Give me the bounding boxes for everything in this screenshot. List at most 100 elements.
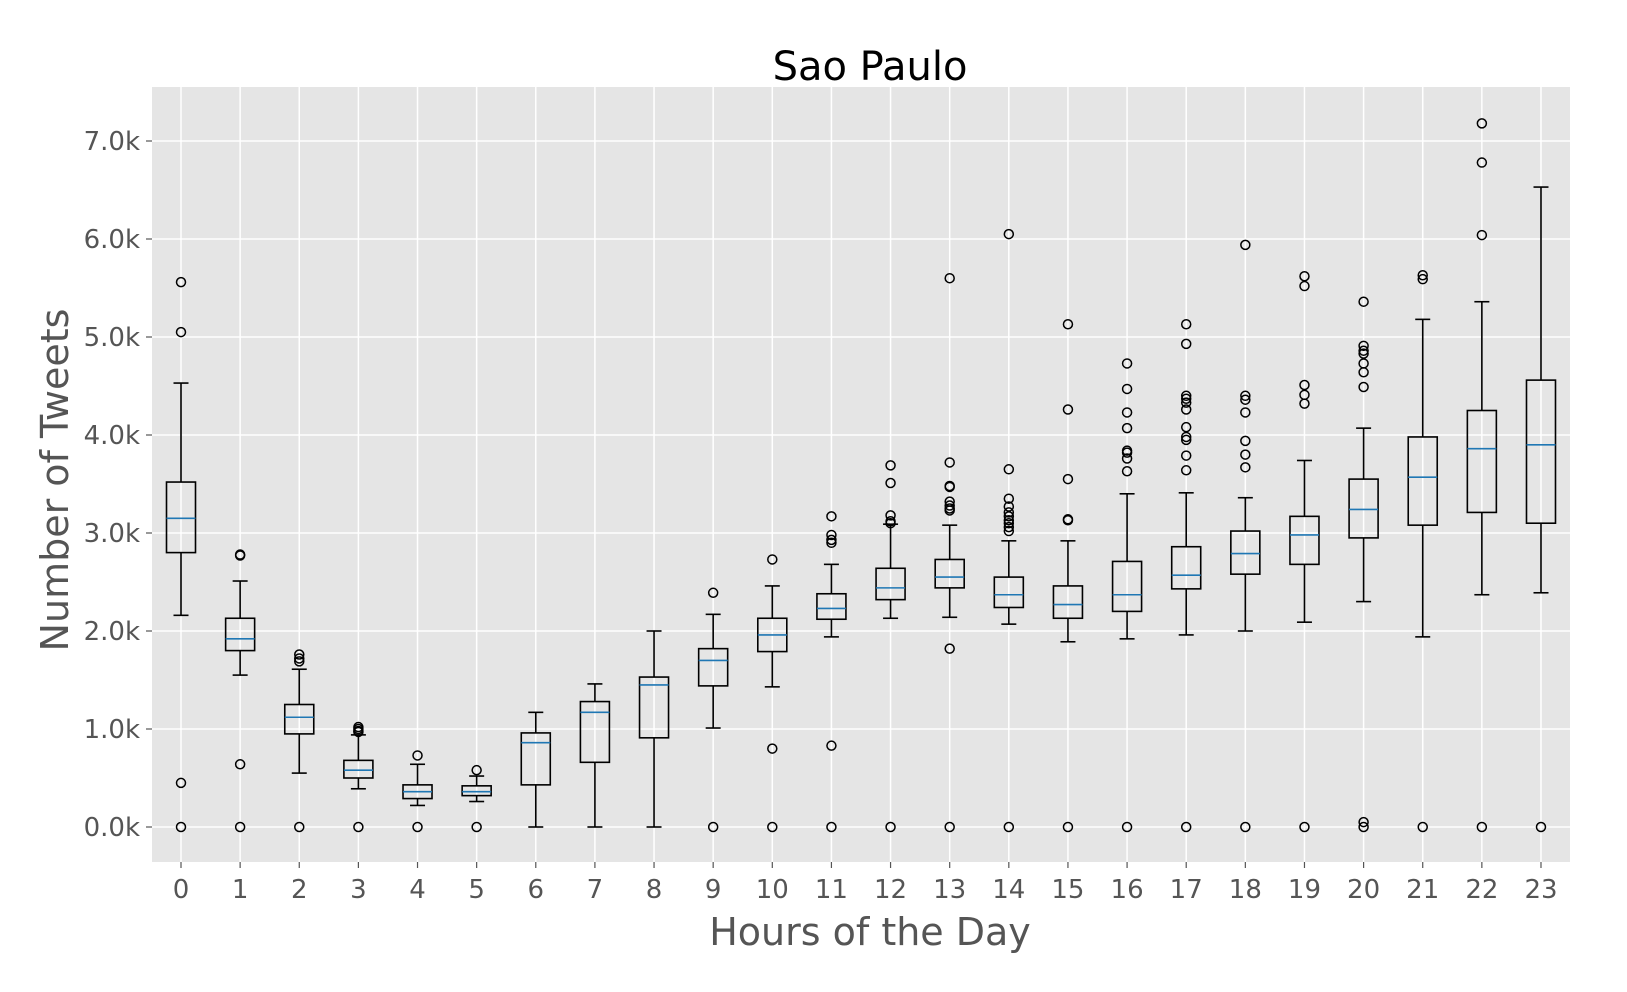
- iqr-box: [461, 785, 492, 797]
- outlier-point: [1417, 821, 1428, 833]
- box-hour-20: [1348, 296, 1379, 833]
- outlier-point: [767, 554, 778, 565]
- outlier-point: [294, 821, 305, 833]
- outlier-point: [412, 821, 423, 833]
- outlier-point: [294, 653, 305, 664]
- outlier-point: [1003, 501, 1015, 512]
- outlier-point: [1003, 517, 1015, 529]
- box-hour-12: [875, 460, 906, 833]
- outlier-point: [1121, 466, 1133, 477]
- y-tick-label: 0.0k: [84, 813, 140, 843]
- outlier-point: [1240, 462, 1251, 473]
- outlier-point: [1121, 453, 1133, 464]
- gridlines: [152, 87, 1570, 862]
- x-tick-label: 10: [756, 875, 789, 905]
- outlier-point: [1180, 393, 1192, 404]
- outlier-point: [1180, 319, 1192, 330]
- box-hour-10: [756, 554, 788, 833]
- outlier-point: [1062, 473, 1074, 485]
- box-hour-13: [934, 272, 965, 833]
- box-hour-15: [1052, 319, 1084, 833]
- iqr-box: [283, 703, 315, 735]
- outlier-point: [1003, 515, 1015, 526]
- outlier-point: [353, 726, 364, 738]
- outlier-point: [1240, 394, 1251, 405]
- x-tick-label: 3: [350, 875, 367, 905]
- box-hour-7: [579, 683, 611, 828]
- outlier-point: [175, 821, 187, 833]
- outlier-point: [826, 529, 837, 541]
- outlier-point: [1180, 431, 1192, 443]
- outlier-point: [1240, 407, 1251, 418]
- outlier-point: [1062, 404, 1074, 415]
- y-tick-label: 3.0k: [84, 519, 140, 549]
- outlier-point: [826, 511, 837, 522]
- outlier-point: [1003, 511, 1015, 522]
- outlier-point: [1062, 319, 1074, 330]
- y-axis-label: Number of Tweets: [33, 309, 77, 652]
- plot-area: [152, 87, 1570, 862]
- x-tick-label: 22: [1465, 875, 1498, 905]
- y-axis-ticks: 0.0k 1.0k 2.0k 3.0k 4.0k 5.0k 6.0k 7.0k: [84, 127, 152, 843]
- iqr-box: [520, 732, 552, 786]
- outlier-point: [826, 537, 837, 549]
- box-hour-6: [520, 711, 552, 828]
- x-tick-label: 2: [291, 875, 308, 905]
- x-tick-label: 18: [1229, 875, 1262, 905]
- iqr-box: [1230, 530, 1261, 575]
- outlier-point: [1476, 821, 1488, 833]
- box-hour-1: [224, 549, 256, 833]
- iqr-box: [638, 676, 670, 739]
- outlier-point: [1299, 821, 1310, 833]
- box-hour-2: [283, 649, 315, 833]
- iqr-box: [165, 481, 197, 554]
- iqr-box: [579, 700, 611, 764]
- outlier-point: [1299, 398, 1310, 409]
- box-hour-0: [165, 276, 197, 833]
- box-hour-22: [1466, 118, 1498, 833]
- outlier-point: [944, 505, 955, 516]
- x-tick-label: 15: [1051, 875, 1084, 905]
- iqr-box: [1525, 379, 1557, 524]
- outlier-point: [1121, 422, 1133, 434]
- x-tick-label: 14: [992, 875, 1025, 905]
- outlier-point: [1358, 381, 1369, 393]
- outlier-point: [1003, 507, 1015, 518]
- outlier-point: [1476, 229, 1488, 241]
- outlier-point: [885, 460, 896, 471]
- outlier-point: [1180, 390, 1192, 402]
- outlier-point: [1003, 464, 1015, 475]
- outlier-point: [944, 821, 955, 833]
- outlier-point: [1121, 821, 1133, 833]
- outlier-point: [1003, 493, 1015, 504]
- x-tick-label: 13: [933, 875, 966, 905]
- outlier-point: [1240, 390, 1251, 402]
- outlier-point: [1003, 525, 1015, 537]
- outlier-point: [294, 656, 305, 667]
- box-hour-9: [697, 587, 729, 833]
- box-hour-11: [816, 511, 847, 833]
- x-tick-label: 23: [1524, 875, 1557, 905]
- outlier-point: [175, 777, 187, 789]
- outlier-point: [1358, 816, 1369, 828]
- chart-title: Sao Paulo: [773, 44, 968, 90]
- outlier-point: [1299, 270, 1310, 282]
- outlier-point: [1121, 407, 1133, 418]
- outlier-point: [353, 821, 364, 833]
- y-tick-label: 4.0k: [84, 421, 140, 451]
- outlier-point: [1121, 447, 1133, 458]
- box-hour-16: [1111, 358, 1143, 833]
- iqr-box: [697, 647, 729, 687]
- box-series: [165, 118, 1557, 833]
- box-hour-14: [993, 228, 1025, 833]
- outlier-point: [1180, 338, 1192, 350]
- box-hour-8: [638, 630, 670, 828]
- outlier-point: [1299, 379, 1310, 391]
- outlier-point: [1240, 449, 1251, 460]
- box-hour-4: [402, 750, 433, 833]
- x-tick-label: 20: [1347, 875, 1380, 905]
- box-hour-23: [1525, 186, 1557, 833]
- x-axis-label: Hours of the Day: [709, 910, 1031, 954]
- y-tick-label: 5.0k: [84, 323, 140, 353]
- iqr-box: [993, 576, 1025, 609]
